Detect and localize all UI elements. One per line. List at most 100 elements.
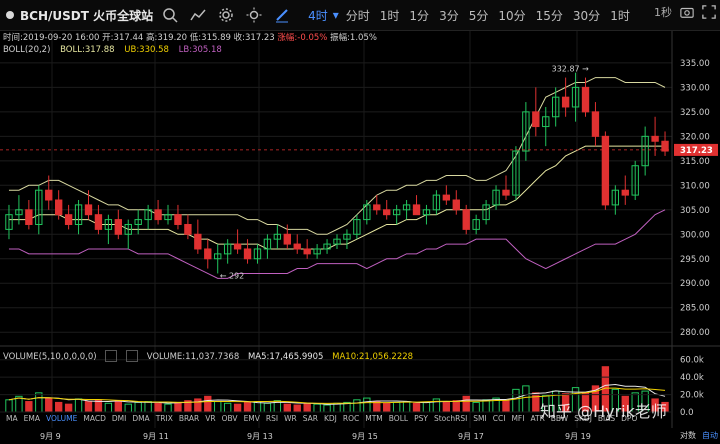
indicator-brar[interactable]: BRAR xyxy=(178,414,200,423)
volume-name[interactable]: VOLUME(5,10,0,0,0,0) xyxy=(3,351,97,362)
auto-scale-toggle[interactable]: 自动 xyxy=(702,431,718,440)
indicator-stochrsi[interactable]: StochRSI xyxy=(433,414,468,423)
camera-icon[interactable] xyxy=(680,5,694,19)
tab-1h[interactable]: 1时 xyxy=(379,8,400,23)
volume-bar xyxy=(243,401,252,413)
boll-value: BOLL:317.88 xyxy=(60,45,115,55)
candle-body xyxy=(84,204,93,216)
candle-body xyxy=(114,219,122,235)
price-tick: 315.00 xyxy=(680,157,710,167)
indicator-macd[interactable]: MACD xyxy=(83,414,106,423)
chart-type-icon[interactable] xyxy=(187,4,209,26)
volume-bar xyxy=(154,402,162,413)
indicator-wr[interactable]: WR xyxy=(284,414,297,423)
indicator-rsi[interactable]: RSI xyxy=(265,414,279,423)
boll-legend: BOLL(20,2) BOLL:317.88 UB:330.58 LB:305.… xyxy=(3,45,229,55)
search-icon[interactable] xyxy=(159,4,181,26)
tab-15m[interactable]: 15分 xyxy=(535,8,563,23)
indicator-emv[interactable]: EMV xyxy=(243,414,260,423)
candle-body xyxy=(144,209,152,221)
ohlc-change: 涨幅:-0.05% xyxy=(277,33,328,43)
indicator-vr[interactable]: VR xyxy=(205,414,216,423)
candle-body xyxy=(392,209,401,216)
candle-body xyxy=(532,111,540,128)
indicator-volume[interactable]: VOLUME xyxy=(45,414,78,423)
indicator-roc[interactable]: ROC xyxy=(342,414,360,423)
tab-4h[interactable]: 4时 xyxy=(308,8,328,23)
tab-1m[interactable]: 1分 xyxy=(409,8,430,23)
indicator-ma[interactable]: MA xyxy=(6,414,18,423)
volume-bar xyxy=(5,399,13,413)
tab-timeline[interactable]: 分时 xyxy=(345,8,370,23)
indicator-ema[interactable]: EMA xyxy=(23,414,40,423)
tab-1h-alt[interactable]: 1时 xyxy=(610,8,630,23)
symbol-label: BCH/USDT 火币全球站 xyxy=(20,8,154,23)
date-axis: 9月 9 9月 11 9月 13 9月 15 9月 17 9月 19 xyxy=(0,429,720,444)
ohlc-high: 高:319.20 xyxy=(145,33,188,43)
draw-pencil-icon[interactable] xyxy=(271,4,293,26)
right-tools: 1秒 xyxy=(654,4,716,20)
date-tick: 9月 19 xyxy=(565,432,591,441)
fullscreen-icon[interactable] xyxy=(702,5,716,19)
boll-ub: UB:330.58 xyxy=(124,45,169,55)
theme-sun-icon[interactable] xyxy=(243,4,265,26)
indicator-mfi[interactable]: MFI xyxy=(511,414,525,423)
tab-10m[interactable]: 10分 xyxy=(498,8,526,23)
candle-body xyxy=(45,189,53,201)
indicator-mtm[interactable]: MTM xyxy=(365,414,383,423)
ohlc-readout: 时间:2019-09-20 16:00 开:317.44 高:319.20 低:… xyxy=(3,31,377,43)
indicator-skdj[interactable]: SKDJ xyxy=(574,414,592,423)
log-scale-toggle[interactable]: 对数 xyxy=(680,431,696,440)
indicator-cci[interactable]: CCI xyxy=(492,414,506,423)
candle-body xyxy=(432,194,441,211)
indicator-boll[interactable]: BOLL xyxy=(388,414,409,423)
indicator-dpo[interactable]: DPO xyxy=(621,414,638,423)
candle-body xyxy=(512,150,520,196)
gear-icon[interactable] xyxy=(215,4,237,26)
indicator-bias[interactable]: BIAS xyxy=(597,414,616,423)
chevron-down-icon[interactable]: ▾ xyxy=(332,8,339,22)
current-price-label: 317.23 xyxy=(680,146,713,156)
ohlc-time: 时间:2019-09-20 16:00 xyxy=(3,33,100,43)
price-tick: 320.00 xyxy=(680,132,710,142)
candle-body xyxy=(134,219,142,225)
volume-bar xyxy=(104,402,113,413)
volume-bar xyxy=(522,385,530,413)
indicator-sar[interactable]: SAR xyxy=(302,414,318,423)
indicator-psy[interactable]: PSY xyxy=(414,414,428,423)
date-tick: 9月 15 xyxy=(352,432,378,441)
tab-3m[interactable]: 3分 xyxy=(439,8,459,23)
indicator-obv[interactable]: OBV xyxy=(221,414,238,423)
candle-body xyxy=(184,223,192,235)
tab-5m[interactable]: 5分 xyxy=(468,8,489,23)
volume-bar xyxy=(442,401,451,413)
indicator-dma[interactable]: DMA xyxy=(132,414,150,423)
candle-body xyxy=(522,111,530,152)
symbol-selector[interactable]: BCH/USDT 火币全球站 xyxy=(0,7,153,24)
candle-body xyxy=(15,209,23,216)
indicator-bbw[interactable]: BBW xyxy=(550,414,569,423)
settings-icon[interactable] xyxy=(105,350,118,362)
candle-body xyxy=(492,189,500,206)
close-icon[interactable] xyxy=(126,350,138,362)
ohlc-low: 低:315.89 xyxy=(189,33,231,43)
boll-name[interactable]: BOLL(20,2) xyxy=(3,45,51,55)
current-price-box xyxy=(674,143,718,156)
candle-body xyxy=(561,96,570,108)
volume-bar xyxy=(204,395,212,413)
candle-body xyxy=(313,248,321,255)
indicator-trix[interactable]: TRIX xyxy=(155,414,173,423)
top-toolbar: BCH/USDT 火币全球站 4时 ▾ 分时 1时 1分 3分 5分 10分 1… xyxy=(0,0,720,31)
volume-bar xyxy=(64,403,73,413)
indicator-dmi[interactable]: DMI xyxy=(111,414,127,423)
candle-body xyxy=(621,189,629,196)
indicator-kdj[interactable]: KDJ xyxy=(323,414,337,423)
indicator-atr[interactable]: ATR xyxy=(530,414,545,423)
indicator-smi[interactable]: SMI xyxy=(473,414,487,423)
volume-bar xyxy=(472,401,480,413)
volume-ma5: MA5:17,465.9905 xyxy=(247,351,324,362)
tab-30m[interactable]: 30分 xyxy=(572,8,601,23)
date-tick: 9月 11 xyxy=(143,432,169,441)
volume-bar xyxy=(74,398,83,413)
